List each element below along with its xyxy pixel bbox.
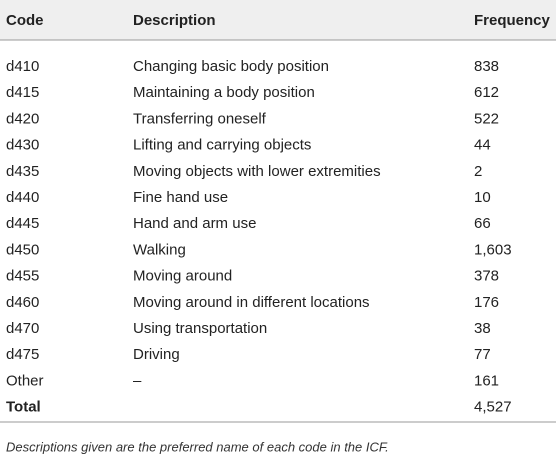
- total-label: Total: [6, 399, 41, 416]
- cell: d475: [6, 346, 39, 363]
- cell: Hand and arm use: [133, 215, 256, 232]
- footnote: Descriptions given are the preferred nam…: [6, 439, 389, 454]
- cell: 378: [474, 268, 499, 285]
- cell: –: [133, 372, 142, 389]
- cell: 38: [474, 320, 491, 337]
- cell: d455: [6, 268, 39, 285]
- cell: d430: [6, 137, 39, 154]
- cell: d410: [6, 58, 39, 75]
- cell: 44: [474, 137, 491, 154]
- cell: Fine hand use: [133, 189, 228, 206]
- cell: d440: [6, 189, 39, 206]
- cell: 1,603: [474, 241, 512, 258]
- cell: 161: [474, 372, 499, 389]
- cell: 77: [474, 346, 491, 363]
- cell: d445: [6, 215, 39, 232]
- total-value: 4,527: [474, 399, 512, 416]
- header-cell: Description: [133, 12, 216, 29]
- cell: Moving around: [133, 268, 232, 285]
- cell: Moving around in different locations: [133, 294, 370, 311]
- cell: 66: [474, 215, 491, 232]
- header-cell: Frequency: [474, 12, 551, 29]
- cell: d420: [6, 110, 39, 127]
- cell: 2: [474, 163, 482, 180]
- cell: 838: [474, 58, 499, 75]
- cell: d415: [6, 84, 39, 101]
- header-cell: Code: [6, 12, 44, 29]
- cell: Other: [6, 372, 44, 389]
- cell: Moving objects with lower extremities: [133, 163, 381, 180]
- cell: 10: [474, 189, 491, 206]
- cell: d435: [6, 163, 39, 180]
- cell: Driving: [133, 346, 180, 363]
- cell: d470: [6, 320, 39, 337]
- cell: d450: [6, 241, 39, 258]
- cell: 522: [474, 110, 499, 127]
- cell: Lifting and carrying objects: [133, 137, 311, 154]
- cell: 176: [474, 294, 499, 311]
- header-background: [0, 0, 556, 40]
- cell: Transferring oneself: [133, 110, 267, 127]
- cell: Walking: [133, 241, 186, 258]
- cell: Changing basic body position: [133, 58, 329, 75]
- cell: d460: [6, 294, 39, 311]
- cell: Maintaining a body position: [133, 84, 315, 101]
- cell: 612: [474, 84, 499, 101]
- cell: Using transportation: [133, 320, 267, 337]
